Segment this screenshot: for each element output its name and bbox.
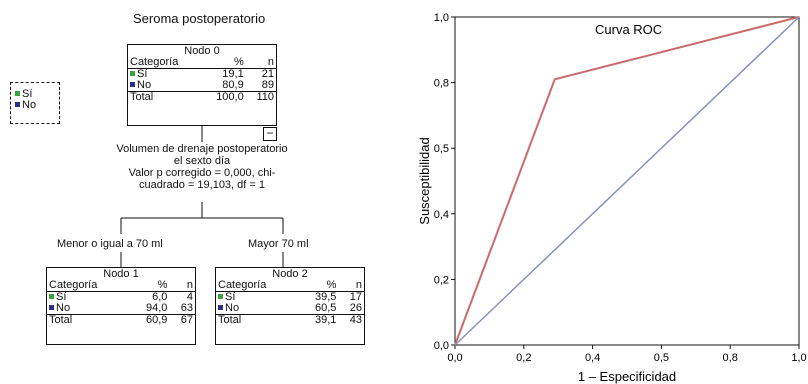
table-row-total: Total 60,9 67 [49, 314, 193, 326]
roc-chart: Curva ROC 1 – Especificidad Susceptibili… [417, 12, 807, 384]
table-row: Sí 19,1 21 [128, 69, 276, 81]
node-2-label: Nodo 2 [272, 268, 308, 280]
si-swatch-icon [15, 91, 20, 96]
node-1: Nodo 1 Categoría % n Sí 6,0 4 No 94,0 63… [46, 267, 196, 345]
reference-diagonal-line [454, 16, 800, 346]
node-2-table: Categoría % n Sí 39,5 17 No 60,5 26 Tota… [216, 279, 364, 326]
tree-connectors [120, 126, 284, 267]
no-swatch-icon [218, 305, 223, 310]
table-row: No 60,5 26 [216, 303, 364, 315]
x-tick-label: 0,8 [723, 352, 738, 364]
collapse-button[interactable]: − [263, 127, 277, 141]
si-swatch-icon [49, 294, 54, 299]
header-percent: % [233, 56, 244, 68]
y-tick-label: 0,5 [434, 143, 449, 155]
y-tick-label: 1,0 [434, 12, 449, 24]
node-1-table: Categoría % n Sí 6,0 4 No 94,0 63 Total … [47, 279, 195, 326]
si-swatch-icon [130, 71, 135, 76]
legend-item-no: No [15, 100, 55, 111]
x-axis-label: 1 – Especificidad [578, 369, 676, 384]
x-tick-label: 0,0 [447, 352, 462, 364]
node-0: Nodo 0 Categoría % n Sí 19,1 21 No 80,9 … [127, 44, 277, 126]
table-row: No 94,0 63 [47, 303, 195, 315]
node-0-table: Categoría % n Sí 19,1 21 No 80,9 89 Tota… [128, 57, 276, 103]
split-variable: Volumen de drenaje postoperatorio el sex… [116, 143, 288, 191]
y-tick-label: 0,8 [434, 78, 449, 90]
table-row: No 80,9 89 [128, 80, 276, 92]
no-swatch-icon [49, 305, 54, 310]
y-tick-label: 0,4 [434, 209, 449, 221]
no-swatch-icon [15, 102, 20, 107]
x-tick-label: 0,4 [585, 352, 600, 364]
branch-left-label: Menor o igual a 70 ml [57, 238, 163, 250]
x-tick-label: 1,0 [791, 352, 806, 364]
table-row-total: Total 100,0 110 [130, 91, 274, 103]
table-row: Sí 6,0 4 [47, 292, 195, 304]
y-tick-label: 0,2 [434, 274, 449, 286]
chart-title: Curva ROC [595, 22, 662, 37]
header-category: Categoría [130, 56, 179, 68]
si-swatch-icon [218, 294, 223, 299]
x-tick-label: 0,5 [654, 352, 669, 364]
legend-label-si: Sí [22, 88, 33, 100]
node-1-label: Nodo 1 [103, 268, 139, 280]
legend-item-si: Sí [15, 89, 55, 100]
legend-label-no: No [22, 99, 37, 111]
header-n: n [267, 56, 274, 68]
y-axis-label: Susceptibilidad [417, 137, 432, 224]
table-row-total: Total 39,1 43 [218, 314, 362, 326]
table-row: Sí 39,5 17 [216, 292, 364, 304]
legend-box: Sí No [10, 82, 60, 124]
x-tick-label: 0,2 [516, 352, 531, 364]
roc-curve-line [454, 16, 800, 346]
no-swatch-icon [130, 82, 135, 87]
branch-right-label: Mayor 70 ml [248, 238, 309, 250]
tree-title: Seroma postoperatorio [133, 11, 266, 26]
node-0-label: Nodo 0 [184, 45, 220, 57]
y-tick-label: 0,0 [434, 340, 449, 352]
node-2: Nodo 2 Categoría % n Sí 39,5 17 No 60,5 … [215, 267, 365, 345]
